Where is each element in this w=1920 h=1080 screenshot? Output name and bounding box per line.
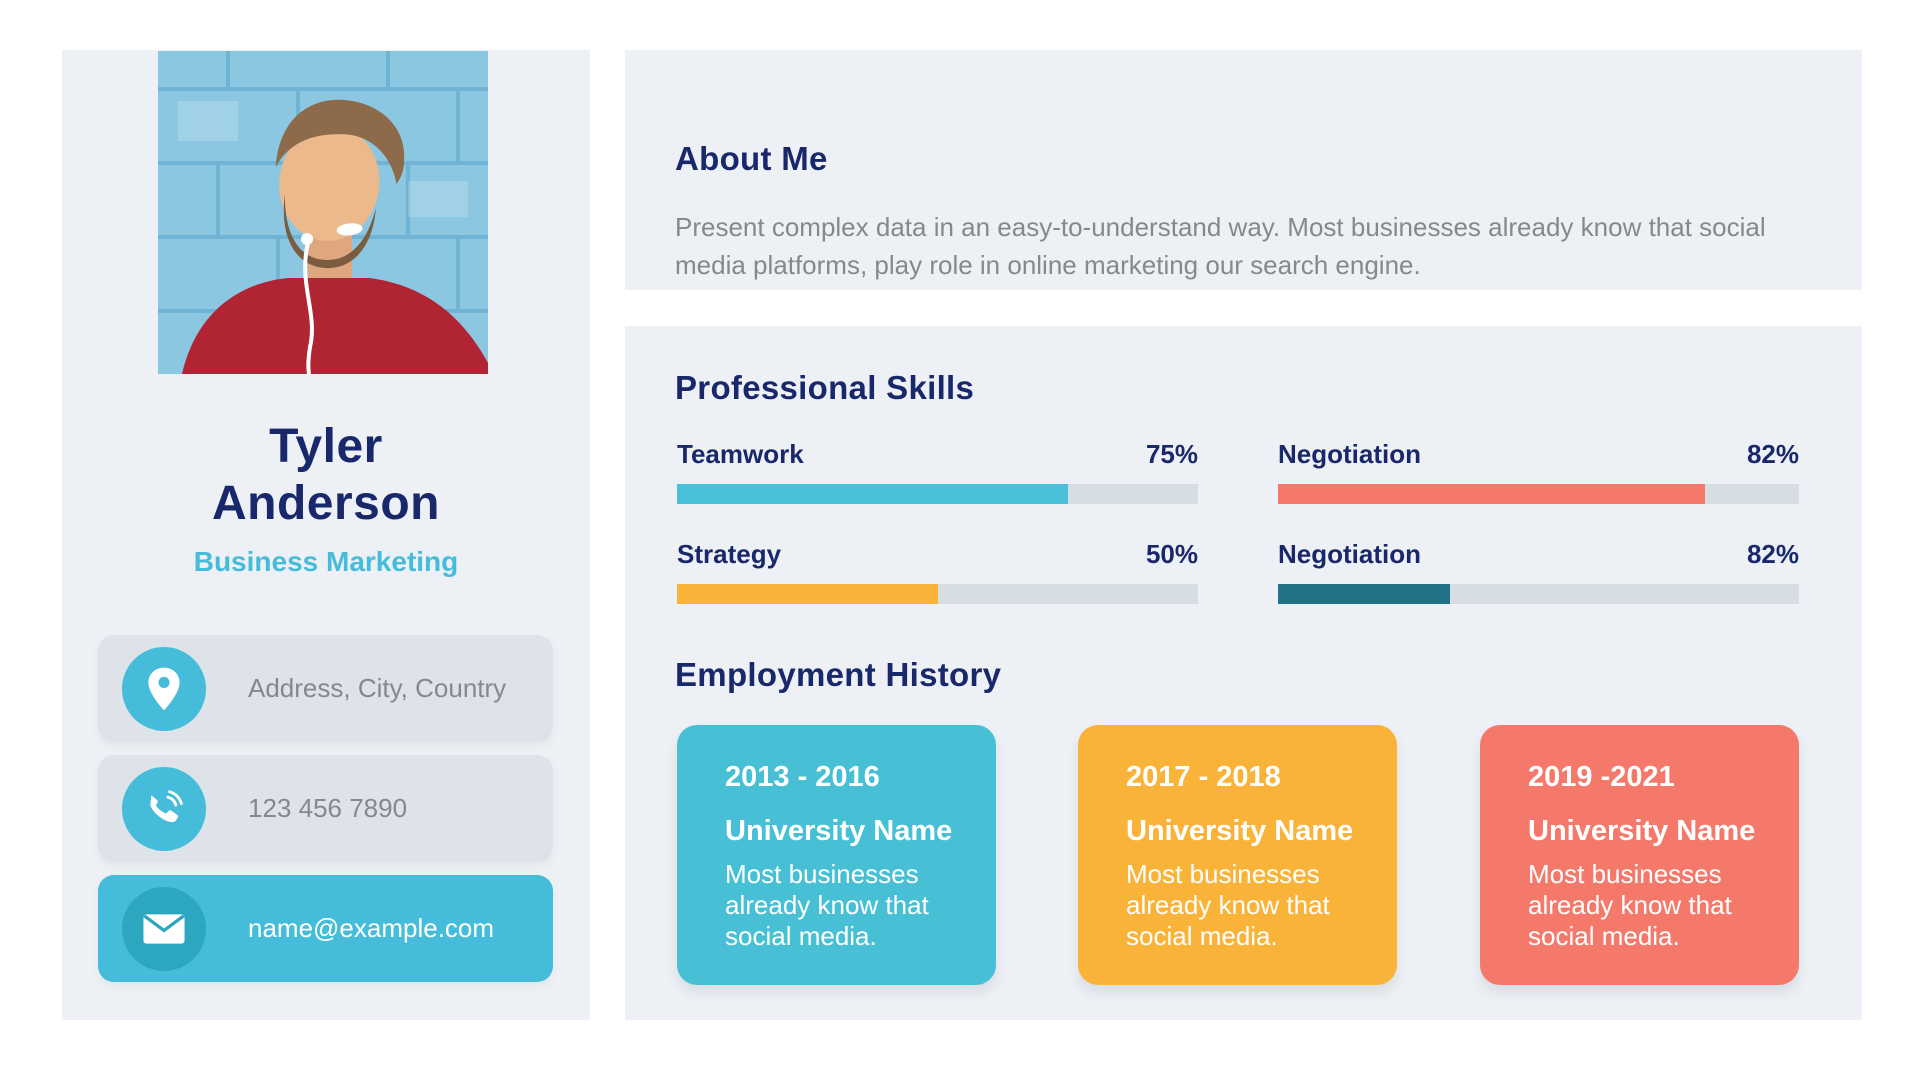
person-last-name: Anderson: [211, 477, 440, 530]
employment-card-3: 2019 -2021 University Name Most business…: [1480, 725, 1799, 985]
employment-period: 2019 -2021: [1528, 761, 1675, 793]
skill-name: Negotiation: [1278, 439, 1421, 469]
skill-bar-track: [1278, 584, 1799, 604]
skill-value: 82%: [1746, 539, 1799, 569]
skill-teamwork: Teamwork 75%: [677, 439, 1198, 504]
about-section: About Me Present complex data in an easy…: [625, 50, 1862, 290]
contact-address-row: Address, City, Country: [98, 635, 553, 742]
employment-period: 2013 - 2016: [725, 761, 880, 793]
person-title: Business Marketing: [193, 546, 459, 577]
skill-value: 75%: [1145, 439, 1198, 469]
skill-bar-track: [1278, 484, 1799, 504]
skill-strategy: Strategy 50%: [677, 539, 1198, 604]
employment-description: Most businesses already know that social…: [1126, 859, 1330, 951]
skill-bar-fill: [1278, 584, 1450, 604]
skill-name: Negotiation: [1278, 539, 1421, 569]
person-first-name: Tyler: [269, 420, 383, 473]
skill-value: 82%: [1746, 439, 1799, 469]
employment-heading: Employment History: [675, 656, 1002, 693]
employment-period: 2017 - 2018: [1126, 761, 1281, 793]
contact-email-label: name@example.com: [248, 913, 495, 943]
email-icon: [122, 886, 206, 971]
employment-org: University Name: [1528, 815, 1756, 847]
about-heading: About Me: [675, 140, 828, 177]
skill-bar-track: [677, 584, 1198, 604]
sidebar: Tyler Anderson Business Marketing Addres…: [62, 50, 590, 1020]
skill-negotiation-2: Negotiation 82%: [1278, 539, 1799, 604]
location-icon: [122, 646, 206, 731]
about-body: Present complex data in an easy-to-under…: [675, 212, 1766, 280]
profile-photo: [158, 51, 488, 374]
profile-photo-illustration: [158, 51, 488, 374]
skill-name: Strategy: [677, 539, 782, 569]
phone-icon: [122, 766, 206, 851]
skill-bar-fill: [677, 584, 938, 604]
employment-card-1: 2013 - 2016 University Name Most busines…: [677, 725, 996, 985]
skills-employment-section: Professional Skills Teamwork 75% Negotia…: [625, 326, 1862, 1020]
skill-bar-track: [677, 484, 1198, 504]
skill-bar-fill: [1278, 484, 1706, 504]
employment-description: Most businesses already know that social…: [1528, 859, 1732, 951]
skill-negotiation-1: Negotiation 82%: [1278, 439, 1799, 504]
skill-value: 50%: [1145, 539, 1198, 569]
employment-card-2: 2017 - 2018 University Name Most busines…: [1078, 725, 1397, 985]
employment-org: University Name: [725, 815, 953, 847]
employment-org: University Name: [1126, 815, 1354, 847]
employment-description: Most businesses already know that social…: [725, 859, 929, 951]
contact-address-label: Address, City, Country: [248, 673, 507, 703]
skill-bar-fill: [677, 484, 1068, 504]
person-name: Tyler Anderson: [62, 418, 590, 532]
contact-email-row: name@example.com: [98, 875, 553, 982]
contact-phone-row: 123 456 7890: [98, 755, 553, 862]
skills-heading: Professional Skills: [675, 369, 975, 406]
contact-phone-label: 123 456 7890: [248, 793, 408, 823]
skill-name: Teamwork: [677, 439, 804, 469]
